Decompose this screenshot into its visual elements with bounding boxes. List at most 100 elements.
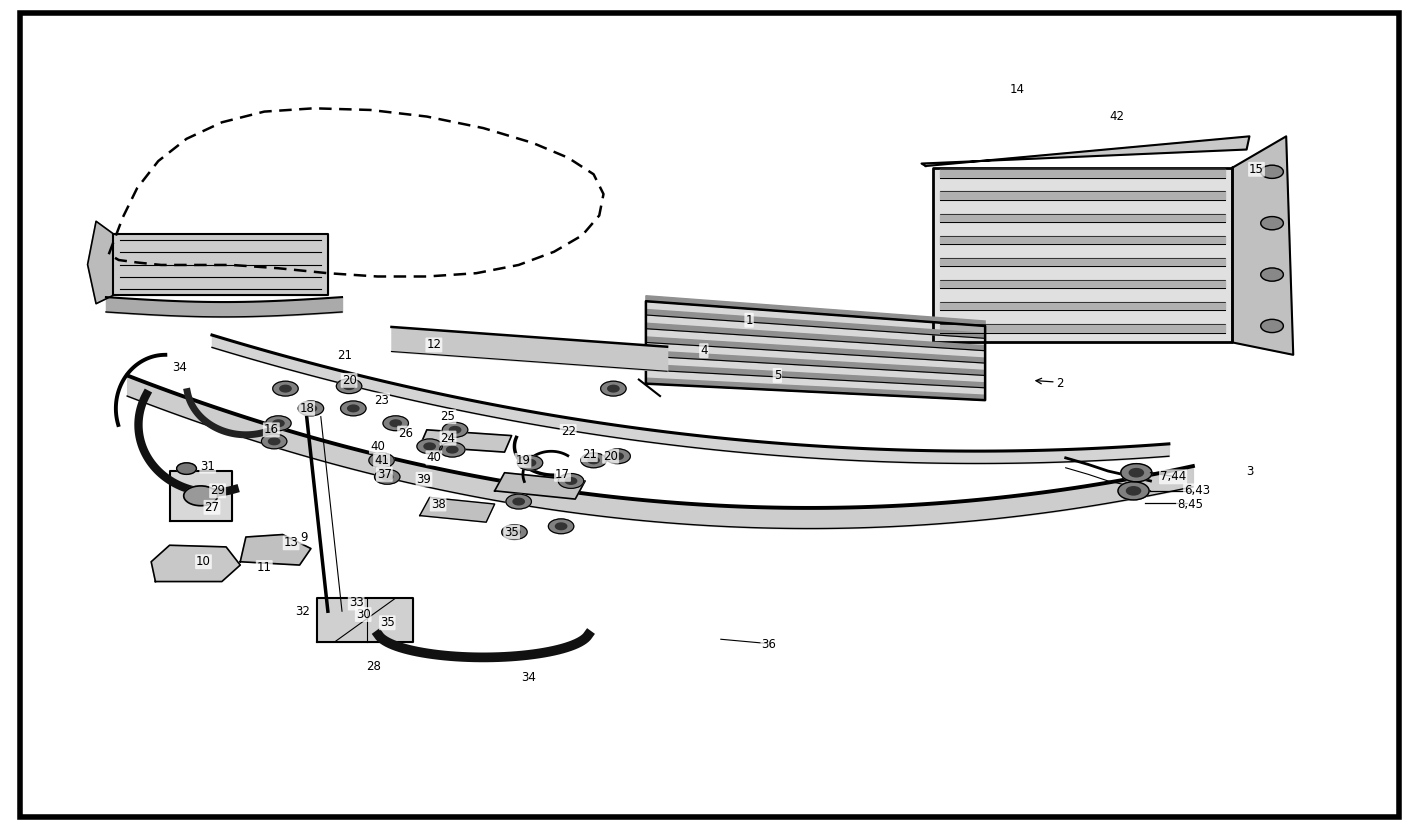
Circle shape — [417, 439, 443, 454]
Circle shape — [612, 453, 623, 460]
Circle shape — [272, 381, 298, 396]
Text: 34: 34 — [521, 671, 536, 684]
Text: 4: 4 — [700, 344, 708, 357]
Polygon shape — [939, 280, 1226, 288]
Circle shape — [1260, 165, 1283, 178]
Circle shape — [558, 474, 583, 488]
Text: 1: 1 — [745, 314, 753, 327]
Text: 16: 16 — [264, 423, 278, 437]
Circle shape — [280, 385, 291, 392]
Polygon shape — [939, 302, 1226, 310]
Text: 13: 13 — [284, 536, 298, 549]
Text: 40: 40 — [427, 452, 441, 464]
Polygon shape — [316, 598, 413, 642]
Polygon shape — [646, 323, 985, 351]
Polygon shape — [169, 471, 231, 520]
Circle shape — [555, 523, 566, 530]
Circle shape — [600, 381, 626, 396]
Circle shape — [375, 470, 400, 484]
Circle shape — [424, 443, 436, 450]
Circle shape — [1260, 217, 1283, 230]
Circle shape — [272, 420, 284, 427]
Text: 19: 19 — [515, 454, 531, 466]
Circle shape — [390, 420, 402, 427]
Polygon shape — [646, 337, 985, 363]
Text: 2: 2 — [1056, 377, 1064, 390]
Polygon shape — [939, 236, 1226, 244]
Text: 39: 39 — [417, 473, 431, 486]
Text: 34: 34 — [172, 361, 187, 374]
Text: 38: 38 — [431, 497, 446, 510]
Text: 18: 18 — [299, 402, 314, 415]
Text: 28: 28 — [366, 660, 380, 673]
Text: 40: 40 — [370, 440, 385, 453]
Polygon shape — [646, 378, 985, 400]
Circle shape — [382, 474, 393, 480]
Text: 31: 31 — [200, 460, 216, 472]
Text: 3: 3 — [1246, 465, 1253, 477]
Text: 21: 21 — [582, 448, 597, 461]
Text: 25: 25 — [440, 410, 455, 423]
Polygon shape — [939, 169, 1226, 178]
Circle shape — [580, 453, 606, 468]
Circle shape — [548, 519, 573, 534]
Text: 26: 26 — [399, 427, 413, 440]
Polygon shape — [1233, 136, 1293, 354]
Text: 10: 10 — [196, 555, 211, 569]
Circle shape — [336, 378, 362, 393]
Polygon shape — [646, 310, 985, 339]
Text: 5: 5 — [773, 369, 780, 382]
Polygon shape — [420, 430, 512, 452]
Circle shape — [265, 416, 291, 431]
Text: 24: 24 — [440, 432, 455, 445]
Circle shape — [1260, 268, 1283, 281]
Circle shape — [369, 453, 394, 468]
Text: 7,44: 7,44 — [1159, 471, 1186, 483]
Circle shape — [1127, 486, 1141, 495]
Polygon shape — [88, 222, 114, 304]
Circle shape — [176, 463, 196, 475]
Circle shape — [1130, 469, 1144, 476]
Circle shape — [565, 477, 576, 484]
Circle shape — [376, 457, 387, 464]
Circle shape — [341, 401, 366, 416]
Text: 22: 22 — [561, 425, 576, 438]
Polygon shape — [420, 497, 495, 522]
Circle shape — [183, 486, 217, 505]
Text: 21: 21 — [338, 349, 352, 362]
Circle shape — [514, 498, 525, 505]
Text: 30: 30 — [356, 608, 370, 621]
Text: 35: 35 — [504, 525, 519, 539]
Text: 33: 33 — [349, 597, 363, 609]
Text: 17: 17 — [555, 468, 570, 481]
Text: 29: 29 — [210, 485, 226, 497]
Circle shape — [509, 529, 521, 535]
Polygon shape — [921, 136, 1250, 166]
Circle shape — [305, 405, 316, 412]
Text: 36: 36 — [762, 637, 776, 651]
Text: 23: 23 — [375, 393, 389, 407]
Text: 42: 42 — [1110, 110, 1124, 123]
Text: 32: 32 — [295, 605, 309, 618]
Polygon shape — [932, 168, 1233, 343]
Text: 12: 12 — [426, 339, 441, 351]
Text: 27: 27 — [204, 500, 220, 514]
Circle shape — [1121, 464, 1152, 481]
Polygon shape — [646, 301, 985, 400]
Text: 6,43: 6,43 — [1183, 485, 1210, 497]
Text: 8,45: 8,45 — [1178, 497, 1203, 510]
Polygon shape — [114, 233, 328, 295]
Polygon shape — [939, 192, 1226, 200]
Circle shape — [440, 442, 465, 457]
Circle shape — [525, 460, 535, 466]
Text: 14: 14 — [1010, 83, 1025, 95]
Text: 20: 20 — [342, 374, 356, 387]
Circle shape — [604, 449, 630, 464]
Text: 9: 9 — [299, 530, 308, 544]
Polygon shape — [939, 213, 1226, 222]
Circle shape — [261, 434, 287, 449]
Circle shape — [443, 422, 468, 437]
Polygon shape — [646, 364, 985, 388]
Circle shape — [507, 494, 531, 509]
Circle shape — [298, 401, 324, 416]
